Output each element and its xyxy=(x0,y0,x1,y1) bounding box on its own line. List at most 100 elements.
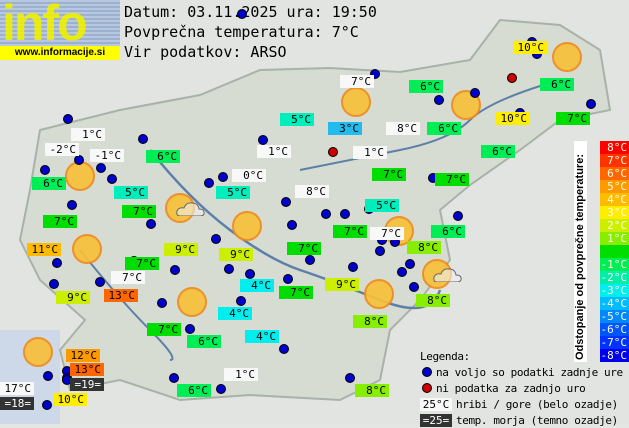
temperature-label: 8°C xyxy=(353,315,387,328)
station-dot[interactable] xyxy=(157,298,167,308)
station-dot[interactable] xyxy=(211,234,221,244)
legend-title: Legenda: xyxy=(420,350,470,363)
temperature-label: 11°C xyxy=(27,243,61,256)
station-dot[interactable] xyxy=(348,262,358,272)
station-dot[interactable] xyxy=(409,282,419,292)
station-dot[interactable] xyxy=(370,69,380,79)
temperature-label: 1°C xyxy=(71,128,105,141)
station-dot[interactable] xyxy=(52,258,62,268)
station-dot[interactable] xyxy=(74,155,84,165)
average-temperature: Povprečna temperatura: 7°C xyxy=(124,23,359,41)
station-dot-missing[interactable] xyxy=(507,73,517,83)
legend-hill: hribi / gore (belo ozadje) xyxy=(456,397,618,411)
station-dot[interactable] xyxy=(321,209,331,219)
scale-step: 1°C xyxy=(600,232,629,245)
legend-blue: na voljo so podatki zadnje ure xyxy=(436,365,623,379)
temperature-label: 9°C xyxy=(219,248,253,261)
station-dot[interactable] xyxy=(287,220,297,230)
station-dot[interactable] xyxy=(216,384,226,394)
temperature-label: 7°C xyxy=(556,112,590,125)
date-line: Datum: 03.11.2025 ura: 19:50 xyxy=(124,3,377,21)
station-dot[interactable] xyxy=(397,267,407,277)
station-dot[interactable] xyxy=(95,277,105,287)
temperature-label: 5°C xyxy=(280,113,314,126)
station-dot[interactable] xyxy=(67,200,77,210)
station-dot[interactable] xyxy=(169,373,179,383)
station-dot[interactable] xyxy=(405,259,415,269)
temperature-label: 1°C xyxy=(257,145,291,158)
temperature-label: 13°C xyxy=(70,363,104,376)
station-dot[interactable] xyxy=(434,95,444,105)
temperature-label: 8°C xyxy=(386,122,420,135)
station-dot[interactable] xyxy=(281,197,291,207)
temperature-label: 17°C xyxy=(0,382,34,395)
station-dot[interactable] xyxy=(586,99,596,109)
temperature-label: 4°C xyxy=(245,330,279,343)
station-dot[interactable] xyxy=(40,165,50,175)
temperature-label: 7°C xyxy=(370,227,404,240)
logo[interactable]: info www.informacije.si xyxy=(0,0,120,60)
station-dot[interactable] xyxy=(305,255,315,265)
station-dot[interactable] xyxy=(236,296,246,306)
sun-icon xyxy=(451,90,481,120)
station-dot[interactable] xyxy=(283,274,293,284)
station-dot[interactable] xyxy=(170,265,180,275)
station-dot[interactable] xyxy=(49,279,59,289)
temperature-label: 12°C xyxy=(66,349,100,362)
station-dot[interactable] xyxy=(375,246,385,256)
cloud-icon xyxy=(433,268,462,282)
temperature-label: 4°C xyxy=(218,307,252,320)
station-dot-missing[interactable] xyxy=(328,147,338,157)
scale-title: Odstopanje od povprečne temperature: xyxy=(574,141,587,362)
scale-step: 8°C xyxy=(600,141,629,154)
temperature-label: -1°C xyxy=(90,149,124,162)
station-dot[interactable] xyxy=(453,211,463,221)
sun-icon xyxy=(232,211,262,241)
temperature-label: 5°C xyxy=(365,199,399,212)
station-dot[interactable] xyxy=(224,264,234,274)
station-dot[interactable] xyxy=(258,135,268,145)
station-dot[interactable] xyxy=(42,400,52,410)
scale-step: -4°C xyxy=(600,297,629,310)
temperature-label: 7°C xyxy=(111,271,145,284)
temperature-label: 1°C xyxy=(353,146,387,159)
station-dot[interactable] xyxy=(185,324,195,334)
station-dot[interactable] xyxy=(345,373,355,383)
sun-icon xyxy=(552,42,582,72)
scale-step: 2°C xyxy=(600,219,629,232)
station-dot[interactable] xyxy=(237,9,247,19)
station-dot[interactable] xyxy=(43,371,53,381)
station-dot[interactable] xyxy=(146,219,156,229)
station-dot[interactable] xyxy=(96,163,106,173)
temperature-label: 7°C xyxy=(125,257,159,270)
sun-icon xyxy=(341,87,371,117)
temperature-label: 7°C xyxy=(333,225,367,238)
station-dot[interactable] xyxy=(245,269,255,279)
logo-url[interactable]: www.informacije.si xyxy=(0,46,120,60)
station-dot[interactable] xyxy=(138,134,148,144)
temperature-label: 7°C xyxy=(287,242,321,255)
station-dot[interactable] xyxy=(107,174,117,184)
temperature-label: 9°C xyxy=(164,243,198,256)
scale-step: -8°C xyxy=(600,349,629,362)
station-dot[interactable] xyxy=(218,172,228,182)
temperature-label: 7°C xyxy=(435,173,469,186)
temperature-label: 6°C xyxy=(187,335,221,348)
temperature-label: 9°C xyxy=(56,291,90,304)
temperature-label: 5°C xyxy=(216,186,250,199)
station-dot[interactable] xyxy=(340,209,350,219)
temperature-label: 6°C xyxy=(431,225,465,238)
temperature-label: 10°C xyxy=(53,393,87,406)
scale-step: -7°C xyxy=(600,336,629,349)
scale-step: -1°C xyxy=(600,258,629,271)
temperature-label: 6°C xyxy=(32,177,66,190)
scale-step xyxy=(600,245,629,258)
deviation-scale: 8°C 7°C 6°C 5°C 4°C 3°C 2°C 1°C -1°C -2°C -3°C -4°C… xyxy=(600,141,629,362)
station-dot[interactable] xyxy=(470,88,480,98)
station-dot[interactable] xyxy=(63,114,73,124)
temperature-label: 8°C xyxy=(407,241,441,254)
scale-step: -6°C xyxy=(600,323,629,336)
station-dot[interactable] xyxy=(204,178,214,188)
temperature-label: 6°C xyxy=(146,150,180,163)
station-dot[interactable] xyxy=(279,344,289,354)
